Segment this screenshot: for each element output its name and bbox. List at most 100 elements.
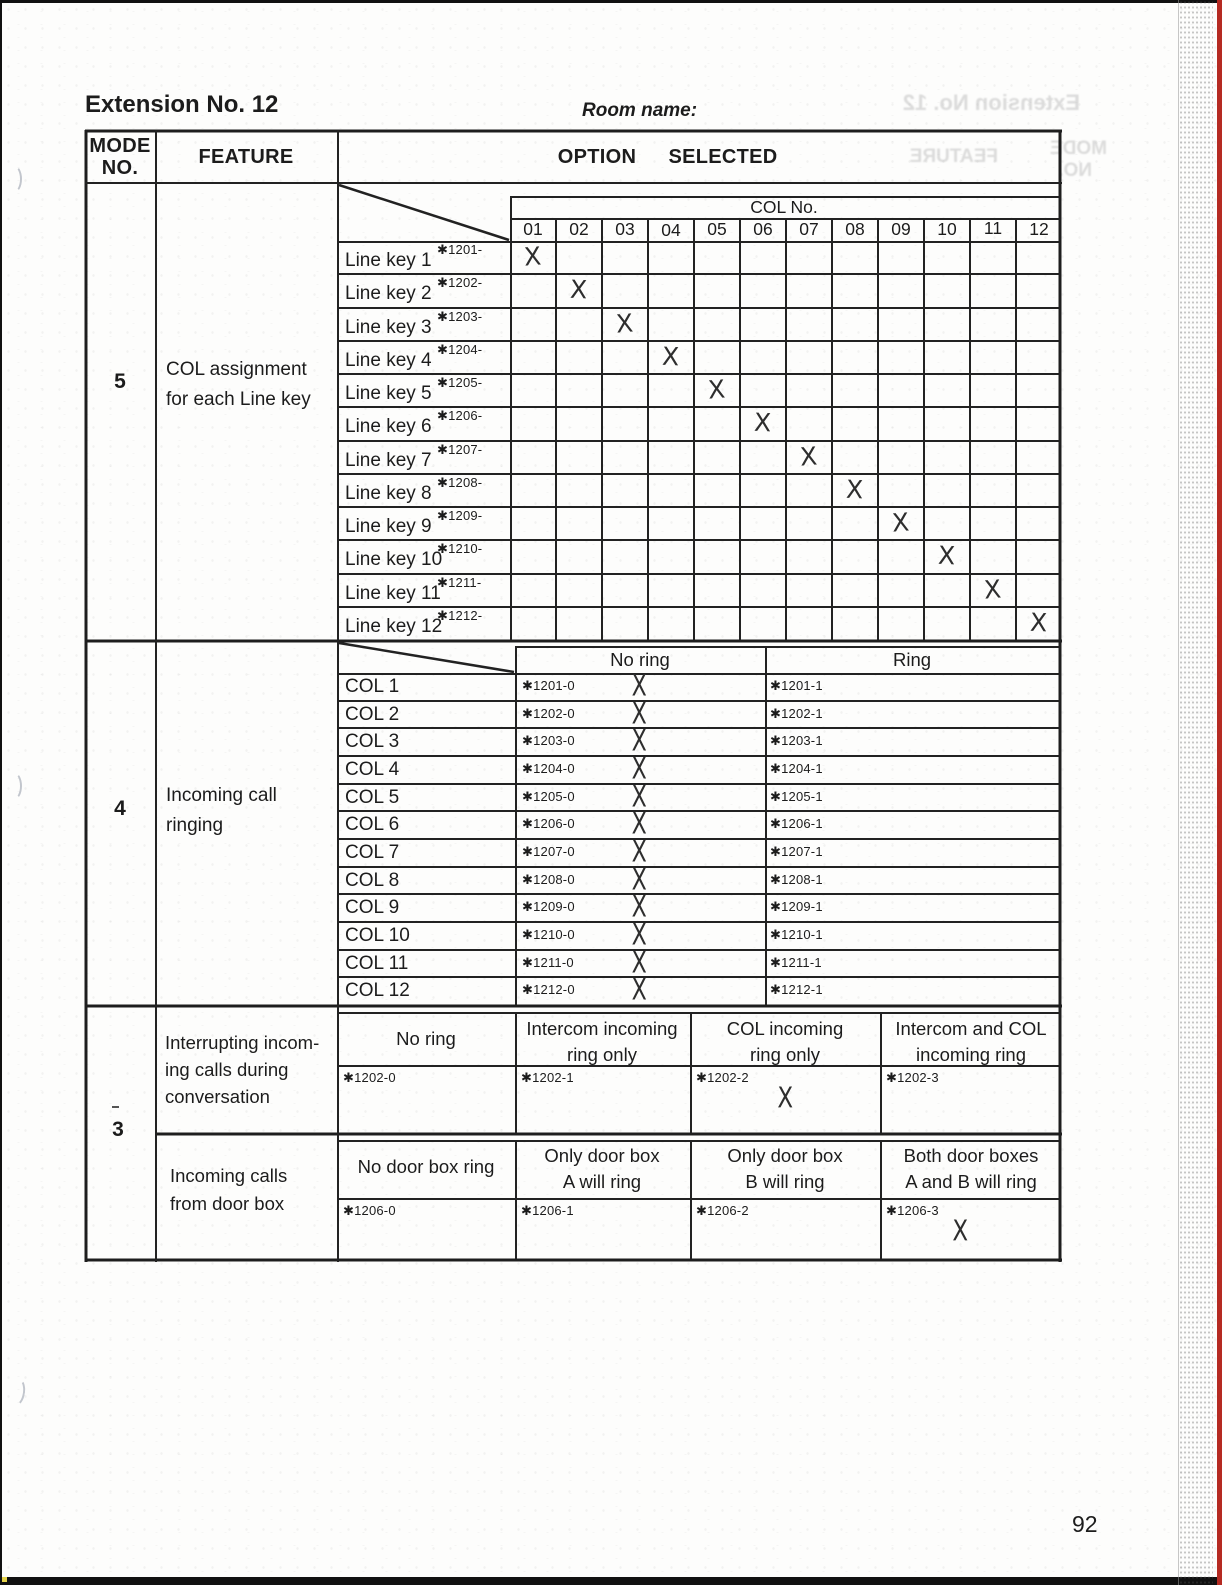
col-header-12: 12 — [1029, 219, 1049, 239]
selection-mark: X — [523, 241, 543, 272]
ring-header: Ring — [892, 649, 932, 670]
column-header-option: OPTION — [557, 146, 637, 168]
selection-mark: X — [753, 407, 772, 438]
feature-code: ✱1208- — [437, 475, 483, 490]
selection-mark: X — [631, 863, 647, 898]
col-row-label: COL 5 — [345, 787, 400, 808]
selection-mark: X — [631, 724, 647, 759]
selection-mark: X — [845, 474, 864, 505]
ghost-feature-header: FEATURE — [909, 146, 998, 167]
option-label: incoming ring — [915, 1044, 1027, 1065]
selection-mark: X — [983, 574, 1003, 605]
col-header-03: 03 — [615, 219, 635, 239]
col-row-label: COL 7 — [345, 842, 400, 863]
selection-mark: X — [952, 1215, 969, 1248]
scan-edge-bottom — [0, 1577, 1222, 1585]
option-label: A and B will ring — [905, 1171, 1037, 1192]
line-key-label: Line key 4 — [345, 350, 432, 371]
col-row-label: COL 10 — [345, 925, 410, 946]
option-code: ✱1206-1 — [521, 1203, 574, 1218]
no-ring-code: ✱1211-0 — [522, 955, 574, 970]
line-key-label: Line key 6 — [345, 416, 432, 437]
selection-mark: X — [631, 890, 647, 925]
ghost-mode-no-header: NO. — [1058, 160, 1092, 181]
selection-mark: X — [661, 341, 680, 372]
scan-artifact — [6, 165, 22, 193]
line-key-label: Line key 9 — [345, 516, 432, 537]
col-header-02: 02 — [569, 219, 589, 239]
option-label: No door box ring — [357, 1156, 495, 1177]
selection-mark: X — [777, 1082, 794, 1115]
col-row-label: COL 2 — [345, 704, 400, 725]
feature-label: Incoming calls — [170, 1165, 288, 1186]
col-row-label: COL 1 — [345, 676, 400, 697]
ring-code: ✱1212-1 — [770, 982, 823, 997]
selection-mark: X — [631, 752, 647, 787]
no-ring-code: ✱1208-0 — [522, 872, 575, 887]
selection-mark: X — [631, 697, 647, 732]
line-key-label: Line key 12 — [345, 616, 443, 637]
feature-code: ✱1202- — [437, 275, 483, 290]
selection-mark: X — [799, 441, 819, 472]
option-code: ✱1206-2 — [696, 1203, 749, 1218]
feature-code: ✱1204- — [437, 342, 483, 357]
option-label: No ring — [396, 1028, 456, 1049]
line-key-label: Line key 11 — [345, 583, 441, 604]
feature-code: ✱1211- — [437, 575, 482, 590]
selection-mark: X — [631, 973, 647, 1008]
scan-edge-right — [1217, 0, 1222, 1585]
selection-mark: X — [631, 835, 647, 870]
no-ring-code: ✱1212-0 — [522, 982, 575, 997]
no-ring-header: No ring — [610, 649, 670, 670]
option-label: COL incoming — [726, 1018, 844, 1039]
col-header-09: 09 — [891, 219, 911, 239]
option-code: ✱1206-3 — [886, 1203, 939, 1218]
selection-mark: X — [1029, 607, 1048, 638]
selection-mark: X — [631, 807, 647, 842]
selection-mark: X — [891, 507, 911, 538]
feature-code: ✱1209- — [437, 508, 483, 523]
column-header-mode-no: NO. — [101, 157, 139, 179]
feature-label: from door box — [170, 1193, 285, 1214]
column-header-selected: SELECTED — [668, 146, 778, 168]
line-key-label: Line key 5 — [345, 383, 432, 404]
no-ring-code: ✱1204-0 — [522, 761, 575, 776]
feature-label: ringing — [166, 815, 224, 836]
col-header-07: 07 — [799, 219, 819, 239]
line-key-label: Line key 7 — [345, 450, 432, 471]
ring-code: ✱1208-1 — [770, 872, 823, 887]
option-label: Both door boxes — [903, 1145, 1039, 1166]
feature-label: COL assignment — [166, 359, 307, 380]
ring-code: ✱1201-1 — [770, 678, 823, 693]
feature-label: conversation — [165, 1086, 270, 1107]
scan-edge-top — [0, 0, 1222, 3]
option-label: Intercom and COL — [895, 1018, 1047, 1039]
ghost-mode-header: MODE — [1050, 138, 1107, 159]
ring-code: ✱1203-1 — [770, 733, 823, 748]
col-header-08: 08 — [845, 219, 865, 239]
scan-artifact — [2, 1577, 7, 1582]
no-ring-code: ✱1203-0 — [522, 733, 575, 748]
no-ring-code: ✱1201-0 — [522, 678, 575, 693]
feature-label: ing calls during — [165, 1059, 289, 1080]
feature-code: ✱1205- — [437, 375, 483, 390]
col-header-01: 01 — [523, 219, 543, 239]
ring-code: ✱1204-1 — [770, 761, 823, 776]
feature-code: ✱1212- — [437, 608, 483, 623]
option-code: ✱1202-1 — [521, 1070, 574, 1085]
mode-number-5: 5 — [114, 370, 126, 393]
col-header-06: 06 — [753, 219, 773, 239]
col-no-header: COL No. — [750, 197, 818, 217]
line-key-label: Line key 10 — [345, 549, 443, 570]
col-header-11: 11 — [983, 218, 1003, 238]
col-header-05: 05 — [707, 219, 727, 239]
page-title: Extension No. 12 — [85, 91, 279, 118]
ring-code: ✱1206-1 — [770, 816, 823, 831]
ring-code: ✱1211-1 — [770, 955, 822, 970]
option-label: Only door box — [544, 1145, 660, 1166]
option-code: ✱1202-2 — [696, 1070, 749, 1085]
selection-mark: X — [615, 308, 635, 339]
feature-label: Interrupting incom- — [165, 1032, 320, 1053]
option-label: A will ring — [562, 1171, 642, 1192]
